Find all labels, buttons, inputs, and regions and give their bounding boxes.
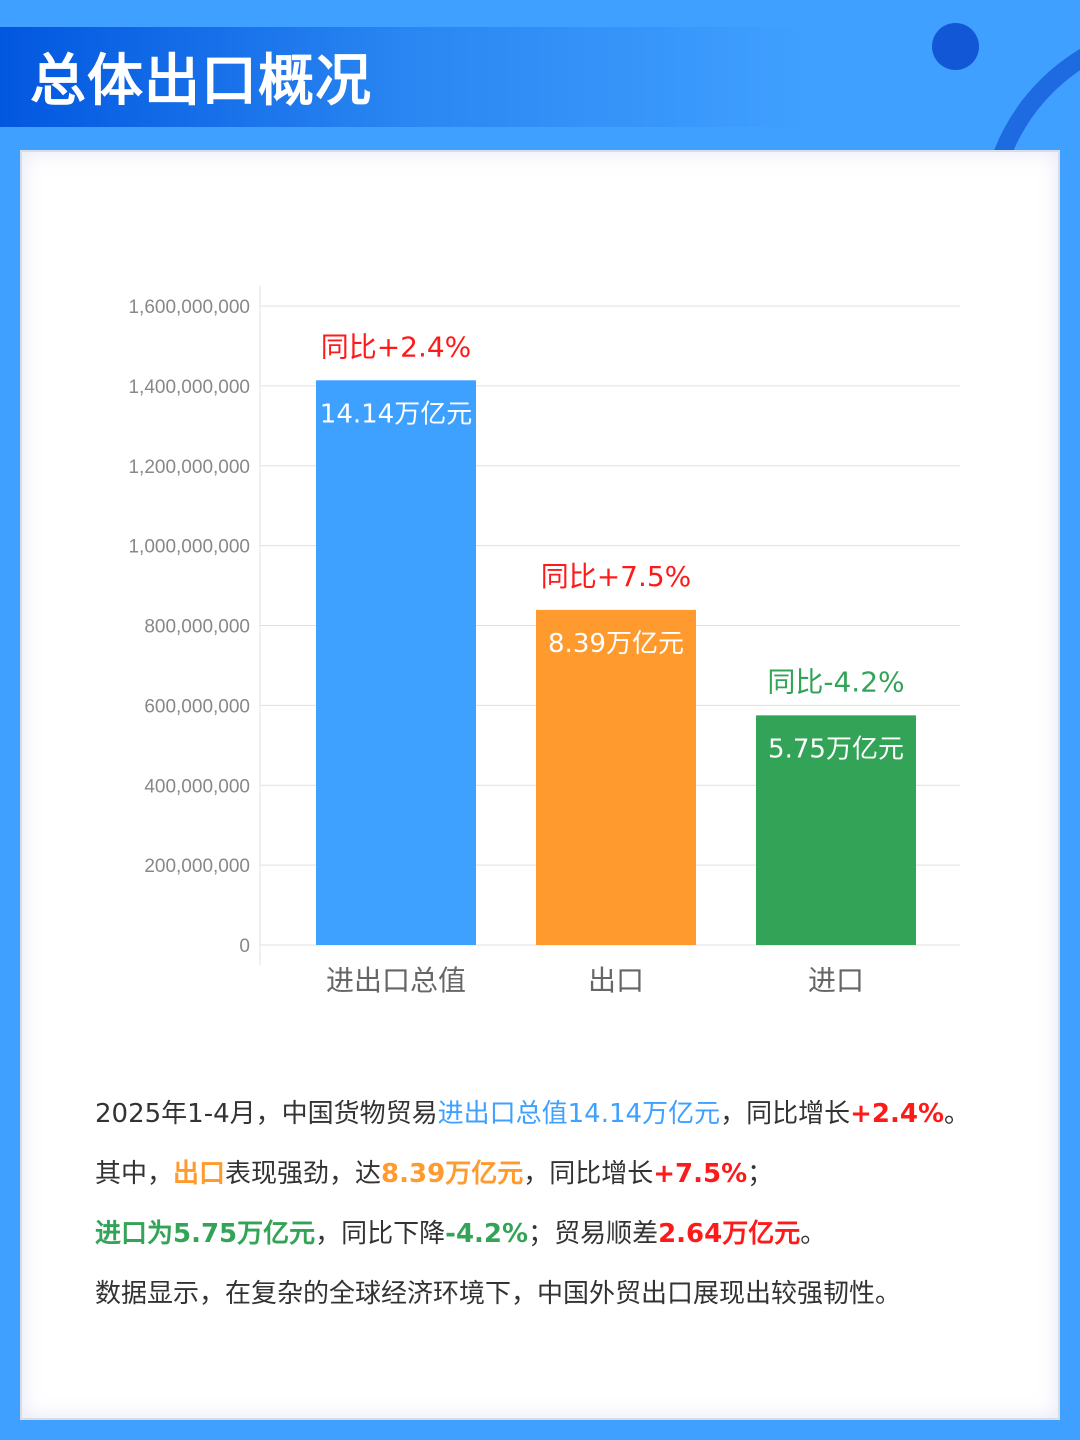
page-title: 总体出口概况 (30, 49, 372, 114)
text-segment: ，同比下降 (315, 1219, 446, 1249)
y-tick-label: 1,400,000,000 (128, 377, 250, 398)
bar-chart: 0 200,000,000 400,000,000 600,000,000 800,00… (128, 286, 960, 997)
text-segment: +2.4% (850, 1099, 944, 1129)
yoy-annotation: 同比-4.2% (767, 665, 904, 698)
text-segment: -4.2% (445, 1219, 529, 1249)
y-tick-label: 200,000,000 (144, 856, 250, 877)
text-segment: ；贸易顺差 (528, 1219, 659, 1249)
y-tick-label: 0 (239, 936, 250, 957)
text-segment: 其中， (95, 1159, 174, 1189)
text-segment: +7.5% (653, 1159, 748, 1189)
y-tick-label: 1,000,000,000 (128, 537, 250, 558)
text-segment: 。 (944, 1099, 971, 1129)
text-segment: 数据显示，在复杂的全球经济环境下，中国外贸出口展现出较强韧性。 (95, 1279, 902, 1309)
text-segment: ； (747, 1159, 774, 1189)
y-tick-label: 600,000,000 (144, 696, 250, 717)
summary-line: 进口为5.75万亿元，同比下降-4.2%；贸易顺差2.64万亿元。 (95, 1213, 826, 1250)
text-segment: 表现强劲，达 (225, 1159, 382, 1189)
text-segment: 。 (800, 1219, 827, 1249)
bar-data-label: 5.75万亿元 (768, 734, 904, 764)
text-segment: 进出口总值14.14万亿元 (437, 1099, 721, 1129)
text-segment: 进口为5.75万亿元 (95, 1219, 316, 1249)
text-segment: 8.39万亿元 (381, 1159, 524, 1189)
title-banner (0, 27, 900, 127)
summary-line: 2025年1-4月，中国货物贸易进出口总值14.14万亿元，同比增长+2.4%。 (95, 1093, 970, 1130)
text-segment: 出口 (173, 1159, 226, 1189)
y-tick-label: 1,600,000,000 (128, 297, 250, 318)
x-tick-label: 进口 (808, 964, 864, 997)
yoy-annotation: 同比+2.4% (321, 330, 472, 363)
text-segment: ，同比增长 (720, 1099, 851, 1129)
text-segment: ，同比增长 (523, 1159, 654, 1189)
bar-data-label: 8.39万亿元 (548, 629, 684, 659)
x-tick-label: 出口 (588, 964, 644, 997)
bar (316, 380, 476, 945)
bar-data-label: 14.14万亿元 (320, 399, 472, 429)
y-tick-label: 400,000,000 (144, 776, 250, 797)
text-segment: 2025年1-4月，中国货物贸易 (95, 1099, 438, 1129)
yoy-annotation: 同比+7.5% (541, 560, 692, 593)
summary-line: 数据显示，在复杂的全球经济环境下，中国外贸出口展现出较强韧性。 (95, 1273, 901, 1310)
decorative-dot (932, 23, 979, 70)
y-tick-label: 800,000,000 (144, 617, 250, 638)
text-segment: 2.64万亿元 (658, 1219, 801, 1249)
y-tick-label: 1,200,000,000 (128, 457, 250, 478)
x-tick-label: 进出口总值 (326, 964, 466, 997)
summary-line: 其中，出口表现强劲，达8.39万亿元，同比增长+7.5%； (95, 1153, 773, 1190)
bar (536, 609, 696, 945)
bar (756, 715, 916, 945)
